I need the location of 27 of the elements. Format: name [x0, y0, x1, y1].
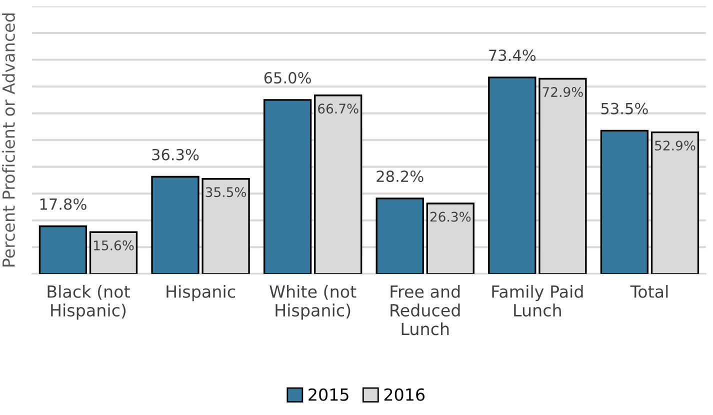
- x-tick-label: White (not Hispanic): [270, 285, 356, 320]
- data-label: 36.3%: [152, 148, 199, 160]
- y-axis-title: Percent Proficient or Advanced: [2, 14, 15, 266]
- x-tick-label: Free and Reduced Lunch: [390, 285, 460, 336]
- data-label: 26.3%: [430, 212, 471, 222]
- bar: [600, 130, 649, 274]
- bar: [151, 176, 200, 274]
- legend-label: 2015: [308, 388, 348, 401]
- data-label: 72.9%: [542, 87, 583, 98]
- legend-label: 2016: [384, 388, 425, 401]
- data-label: 17.8%: [40, 198, 86, 210]
- data-label: 28.2%: [376, 170, 424, 182]
- bar: [38, 225, 88, 274]
- bar: [488, 76, 536, 274]
- data-label: 15.6%: [94, 240, 134, 250]
- data-label: 53.5%: [601, 102, 648, 114]
- data-label: 73.4%: [489, 50, 536, 62]
- data-label: 66.7%: [318, 104, 358, 114]
- x-tick-label: Family Paid Lunch: [492, 285, 583, 317]
- data-label: 35.5%: [206, 187, 246, 198]
- bar: [376, 198, 424, 274]
- x-tick-label: Hispanic: [166, 285, 235, 302]
- x-tick-label: Black (not Hispanic): [48, 285, 130, 320]
- data-label: 52.9%: [655, 140, 696, 151]
- data-label: 65.0%: [264, 72, 311, 84]
- x-tick-label: Total: [630, 285, 668, 298]
- bar: [263, 99, 312, 274]
